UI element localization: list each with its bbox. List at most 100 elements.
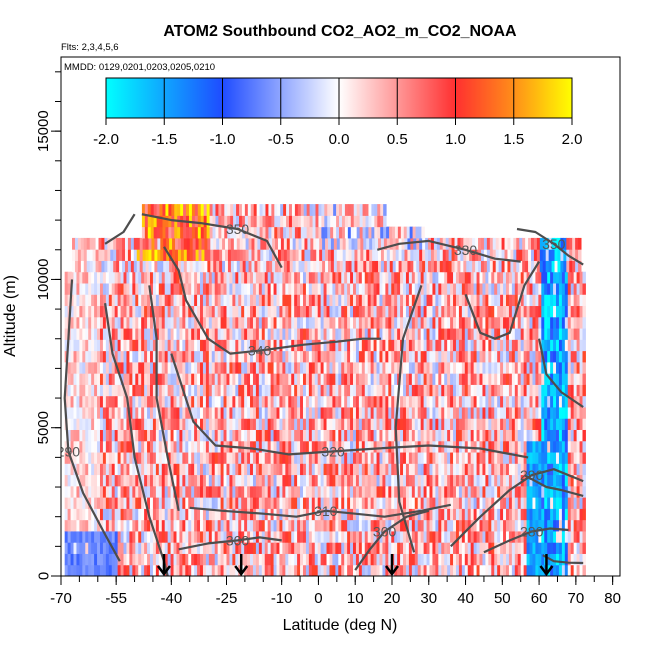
heatmap-cell	[117, 497, 122, 509]
heatmap-cell	[497, 328, 501, 340]
heatmap-cell	[99, 440, 104, 453]
heatmap-cell	[97, 384, 101, 397]
heatmap-cell	[514, 406, 519, 419]
heatmap-cell	[175, 249, 179, 261]
heatmap-cell	[441, 350, 445, 363]
heatmap-cell	[405, 485, 410, 498]
heatmap-cell	[461, 508, 466, 521]
heatmap-cell	[258, 418, 263, 430]
heatmap-cell	[361, 542, 366, 554]
heatmap-cell	[238, 305, 242, 318]
heatmap-cell	[353, 429, 357, 442]
heatmap-cell	[556, 452, 560, 464]
heatmap-cell	[305, 564, 310, 576]
heatmap-cell	[532, 508, 536, 521]
heatmap-cell	[503, 294, 507, 307]
heatmap-cell	[91, 350, 95, 363]
heatmap-cell	[144, 429, 148, 442]
heatmap-cell	[447, 519, 451, 532]
heatmap-cell	[582, 463, 586, 476]
heatmap-cell	[576, 316, 581, 329]
heatmap-cell	[329, 282, 333, 295]
heatmap-cell	[317, 271, 322, 284]
heatmap-cell	[247, 440, 251, 453]
heatmap-cell	[405, 530, 410, 543]
heatmap-cell	[144, 328, 148, 340]
heatmap-cell	[361, 564, 366, 576]
heatmap-cell	[320, 294, 325, 307]
heatmap-cell	[494, 350, 498, 363]
heatmap-cell	[208, 339, 213, 352]
heatmap-cell	[379, 350, 383, 363]
heatmap-cell	[376, 294, 380, 307]
heatmap-cell	[170, 463, 175, 476]
heatmap-cell	[105, 339, 110, 352]
heatmap-cell	[561, 328, 566, 340]
heatmap-cell	[76, 316, 80, 329]
heatmap-cell	[576, 373, 581, 385]
heatmap-cell	[238, 497, 242, 509]
heatmap-cell	[332, 497, 336, 509]
heatmap-cell	[185, 440, 189, 453]
heatmap-cell	[423, 542, 428, 554]
heatmap-cell	[294, 542, 298, 554]
heatmap-cell	[291, 361, 295, 374]
heatmap-cell	[152, 406, 157, 419]
heatmap-cell	[438, 361, 442, 374]
heatmap-cell	[523, 530, 528, 543]
heatmap-cell	[126, 350, 130, 363]
heatmap-cell	[64, 452, 69, 464]
heatmap-cell	[420, 564, 425, 576]
heatmap-cell	[479, 271, 483, 284]
heatmap-cell	[364, 564, 369, 576]
heatmap-cell	[558, 440, 563, 453]
heatmap-cell	[91, 418, 95, 430]
heatmap-cell	[222, 260, 226, 273]
heatmap-cell	[473, 271, 478, 284]
heatmap-cell	[79, 542, 83, 554]
heatmap-cell	[152, 418, 157, 430]
heatmap-cell	[447, 305, 451, 318]
heatmap-cell	[573, 530, 578, 543]
heatmap-cell	[511, 564, 516, 576]
heatmap-cell	[582, 316, 586, 329]
heatmap-cell	[85, 530, 89, 543]
heatmap-cell	[364, 553, 369, 566]
heatmap-cell	[582, 271, 586, 284]
heatmap-cell	[250, 440, 254, 453]
heatmap-cell	[64, 271, 69, 284]
heatmap-cell	[444, 474, 448, 487]
heatmap-cell	[453, 373, 457, 385]
heatmap-cell	[497, 373, 501, 385]
heatmap-cell	[170, 452, 175, 464]
heatmap-cell	[158, 361, 163, 374]
heatmap-cell	[329, 508, 333, 521]
heatmap-cell	[341, 508, 345, 521]
heatmap-cell	[485, 485, 489, 498]
heatmap-cell	[67, 530, 72, 543]
heatmap-cell	[276, 497, 280, 509]
heatmap-cell	[453, 339, 457, 352]
heatmap-cell	[214, 361, 219, 374]
heatmap-cell	[250, 294, 254, 307]
heatmap-cell	[567, 452, 572, 464]
heatmap-cell	[561, 452, 566, 464]
heatmap-cell	[385, 519, 389, 532]
heatmap-cell	[311, 463, 316, 476]
heatmap-cell	[350, 373, 354, 385]
heatmap-cell	[553, 373, 557, 385]
heatmap-cell	[573, 406, 578, 419]
heatmap-cell	[579, 294, 583, 307]
heatmap-cell	[414, 282, 419, 295]
heatmap-cell	[561, 294, 566, 307]
heatmap-cell	[441, 361, 445, 374]
heatmap-cell	[235, 316, 239, 329]
heatmap-cell	[101, 249, 105, 261]
heatmap-cell	[485, 542, 489, 554]
heatmap-cell	[488, 282, 492, 295]
heatmap-cell	[264, 429, 269, 442]
heatmap-cell	[138, 350, 142, 363]
heatmap-cell	[473, 553, 478, 566]
heatmap-cell	[191, 440, 195, 453]
heatmap-cell	[464, 406, 469, 419]
